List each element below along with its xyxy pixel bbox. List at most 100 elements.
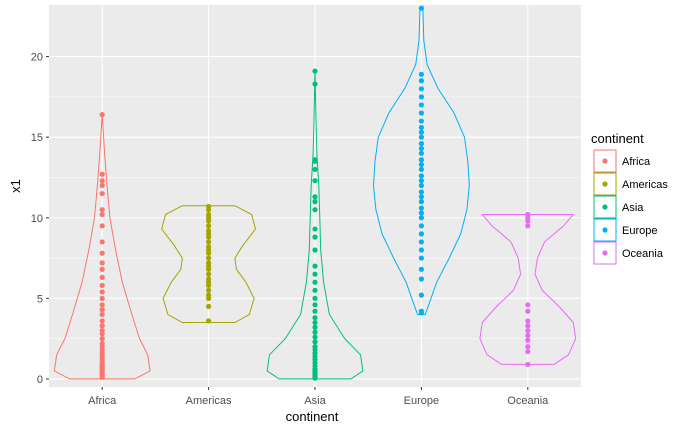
point-europe <box>418 276 424 282</box>
point-africa <box>99 260 105 266</box>
point-oceania <box>525 327 531 334</box>
point-asia <box>312 308 318 314</box>
point-asia <box>312 279 318 285</box>
point-asia <box>312 178 318 184</box>
point-europe <box>418 134 424 140</box>
legend-label-americas: Americas <box>622 179 668 191</box>
point-europe <box>418 71 424 77</box>
point-americas <box>206 276 212 282</box>
point-americas <box>206 292 212 298</box>
point-europe <box>418 231 424 237</box>
y-axis-title: x1 <box>8 179 23 193</box>
point-europe <box>418 157 424 163</box>
y-tick-label: 10 <box>31 213 43 225</box>
point-europe <box>418 150 424 156</box>
point-asia <box>312 339 318 345</box>
point-europe <box>418 215 424 221</box>
point-asia <box>312 263 318 269</box>
y-axis: 0 5 10 15 20 <box>31 52 49 386</box>
legend-label-asia: Asia <box>622 202 644 214</box>
point-americas <box>206 255 212 261</box>
point-africa <box>99 311 105 318</box>
point-asia <box>312 329 318 335</box>
point-europe <box>418 94 424 100</box>
point-europe <box>418 86 424 92</box>
point-europe <box>418 166 424 173</box>
x-tick-label: Oceania <box>507 395 549 407</box>
x-axis: Africa Americas Asia Europe Oceania <box>88 387 549 407</box>
point-europe <box>418 239 424 245</box>
point-oceania <box>525 211 531 218</box>
point-oceania <box>525 348 531 355</box>
point-africa <box>99 190 105 197</box>
point-americas <box>206 287 212 293</box>
point-africa <box>99 266 105 272</box>
point-europe <box>418 194 424 200</box>
legend-label-oceania: Oceania <box>622 248 664 260</box>
data-points <box>99 5 531 381</box>
point-oceania <box>525 323 531 329</box>
point-europe <box>418 110 424 116</box>
point-oceania <box>525 318 531 324</box>
point-africa <box>99 239 105 245</box>
point-africa <box>99 178 105 184</box>
point-oceania <box>525 308 531 314</box>
point-oceania <box>525 337 531 343</box>
point-asia <box>312 324 318 330</box>
point-asia <box>312 344 318 350</box>
violin-oceania <box>479 214 577 365</box>
point-africa <box>99 223 105 229</box>
legend-title: continent <box>591 131 644 146</box>
point-africa <box>99 274 105 280</box>
point-africa <box>99 182 105 189</box>
point-europe <box>418 173 424 179</box>
x-tick-label: Africa <box>88 395 117 407</box>
legend-dot-americas <box>602 181 608 187</box>
point-europe <box>418 145 424 152</box>
point-africa <box>99 211 105 218</box>
y-tick-label: 5 <box>37 293 43 305</box>
point-asia <box>312 247 318 253</box>
y-tick-label: 0 <box>37 374 43 386</box>
point-africa <box>99 207 105 213</box>
point-americas <box>206 318 212 324</box>
legend-label-africa: Africa <box>622 156 651 168</box>
point-asia <box>312 194 318 200</box>
point-americas <box>206 271 212 277</box>
violin-asia <box>266 69 364 380</box>
point-asia <box>312 315 318 321</box>
point-europe <box>418 255 424 261</box>
legend-dot-oceania <box>602 250 608 256</box>
point-africa <box>99 323 105 329</box>
point-americas <box>206 239 212 245</box>
point-africa <box>99 250 105 256</box>
point-europe <box>418 223 424 229</box>
point-oceania <box>525 302 531 308</box>
point-africa <box>99 307 105 313</box>
y-tick-label: 20 <box>31 52 43 64</box>
point-oceania <box>525 361 531 368</box>
point-europe <box>418 129 424 135</box>
violin-africa <box>53 114 151 380</box>
legend-items: Africa Americas Asia Europe Oceania <box>593 149 668 265</box>
point-africa <box>99 327 105 334</box>
point-europe <box>418 178 424 184</box>
x-tick-label: Europe <box>404 395 439 407</box>
point-americas <box>206 223 212 229</box>
point-africa <box>99 295 105 301</box>
point-africa <box>99 318 105 324</box>
point-africa <box>99 112 105 118</box>
legend: continent Africa Americas Asia Europe Oceani… <box>591 131 668 265</box>
point-africa <box>99 336 105 342</box>
point-europe <box>418 205 424 211</box>
point-africa <box>99 282 105 289</box>
point-africa <box>99 289 105 295</box>
point-africa <box>99 171 105 177</box>
point-americas <box>206 260 212 266</box>
point-asia <box>312 287 318 293</box>
point-asia <box>312 157 318 163</box>
point-americas <box>206 303 212 310</box>
point-asia <box>312 319 318 326</box>
point-europe <box>418 124 424 131</box>
